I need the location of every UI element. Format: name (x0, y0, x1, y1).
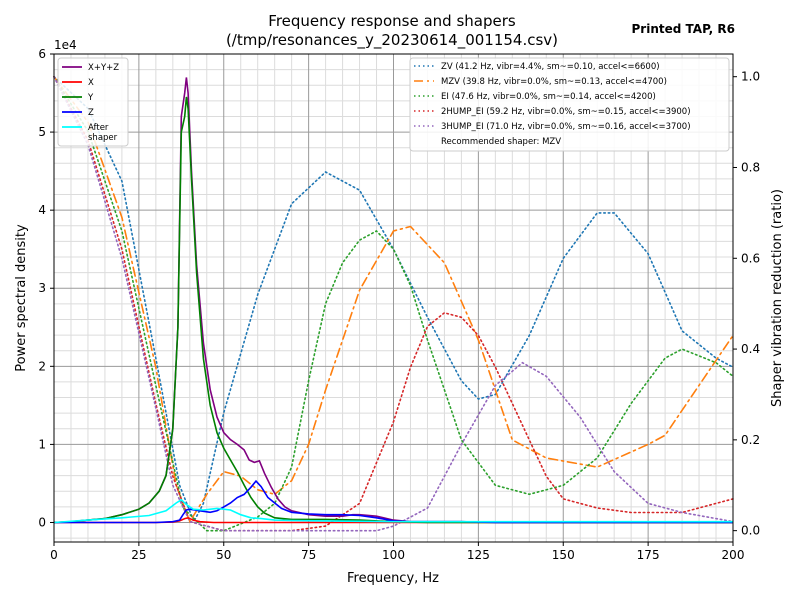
x-tick-label: 125 (467, 548, 490, 562)
legend-shaper-label: 2HUMP_EI (59.2 Hz, vibr=0.0%, sm~=0.15, … (441, 107, 691, 117)
y-tick-label: 5 (38, 125, 46, 139)
shaper-line (53, 75, 734, 532)
legend-psd-label: After (88, 123, 109, 133)
y-tick-label: 3 (38, 281, 46, 295)
legend-psd-label: shaper (88, 133, 118, 143)
legend-shaper-label: MZV (39.8 Hz, vibr=0.0%, sm~=0.13, accel… (441, 77, 667, 87)
shaper-curves (53, 75, 734, 532)
legend-recommended-shaper: Recommended shaper: MZV (441, 137, 561, 147)
y-tick-label: 1 (38, 437, 46, 451)
legend-shaper-label: EI (47.6 Hz, vibr=0.0%, sm~=0.14, accel<… (441, 92, 656, 102)
y2-tick-label: 0.6 (741, 251, 760, 265)
psd-line (53, 96, 733, 524)
chart-title-line1: Frequency response and shapers (268, 12, 516, 30)
y2-axis-ticks: 0.0 0.2 0.4 0.6 0.8 1.0 (733, 70, 760, 538)
y2-tick-label: 1.0 (741, 70, 760, 84)
y-tick-label: 0 (38, 515, 46, 529)
x-axis-label: Frequency, Hz (347, 571, 439, 586)
y-tick-label: 6 (38, 47, 46, 61)
x-tick-label: 75 (301, 548, 316, 562)
y2-tick-label: 0.8 (741, 160, 760, 174)
x-tick-label: 50 (216, 548, 231, 562)
y2-tick-label: 0.0 (741, 524, 760, 538)
legend-shapers-frame (409, 57, 730, 152)
legend-shaper-label: ZV (41.2 Hz, vibr=4.4%, sm~=0.10, accel<… (441, 62, 660, 72)
x-axis-ticks: 0 25 50 75 100 125 150 175 200 (50, 542, 744, 562)
legend-shapers: ZV (41.2 Hz, vibr=4.4%, sm~=0.10, accel<… (409, 57, 730, 152)
y2-tick-label: 0.2 (741, 433, 760, 447)
legend-psd-label: Z (88, 108, 94, 118)
chart-title-line2: (/tmp/resonances_y_20230614_001154.csv) (226, 31, 558, 50)
legend-shaper-label: 3HUMP_EI (71.0 Hz, vibr=0.0%, sm~=0.16, … (441, 122, 691, 132)
x-tick-label: 25 (131, 548, 146, 562)
y-axis-label: Power spectral density (14, 224, 29, 372)
psd-curves (53, 77, 733, 524)
legend-psd-label: X (88, 78, 94, 88)
x-tick-label: 150 (552, 548, 575, 562)
x-tick-label: 200 (722, 548, 745, 562)
y-tick-label: 4 (38, 203, 46, 217)
legend-psd-label: Y (87, 93, 94, 103)
watermark-text: Printed TAP, R6 (632, 22, 735, 36)
y2-tick-label: 0.4 (741, 342, 760, 356)
psd-line (54, 479, 733, 524)
legend-psd-label: X+Y+Z (88, 63, 119, 73)
y-tick-label: 2 (38, 359, 46, 373)
shaper-line (53, 75, 734, 524)
psd-line (53, 498, 733, 524)
shaper-line (53, 75, 734, 532)
y2-axis-label: Shaper vibration reduction (ratio) (770, 189, 785, 407)
x-tick-label: 100 (382, 548, 405, 562)
shaper-line (53, 75, 734, 532)
x-tick-label: 175 (637, 548, 660, 562)
y-axis-ticks: 0 1 2 3 4 5 6 (38, 47, 54, 529)
y-offset-label: 1e4 (54, 38, 77, 52)
x-tick-label: 0 (50, 548, 58, 562)
legend-psd-frame (57, 57, 129, 147)
